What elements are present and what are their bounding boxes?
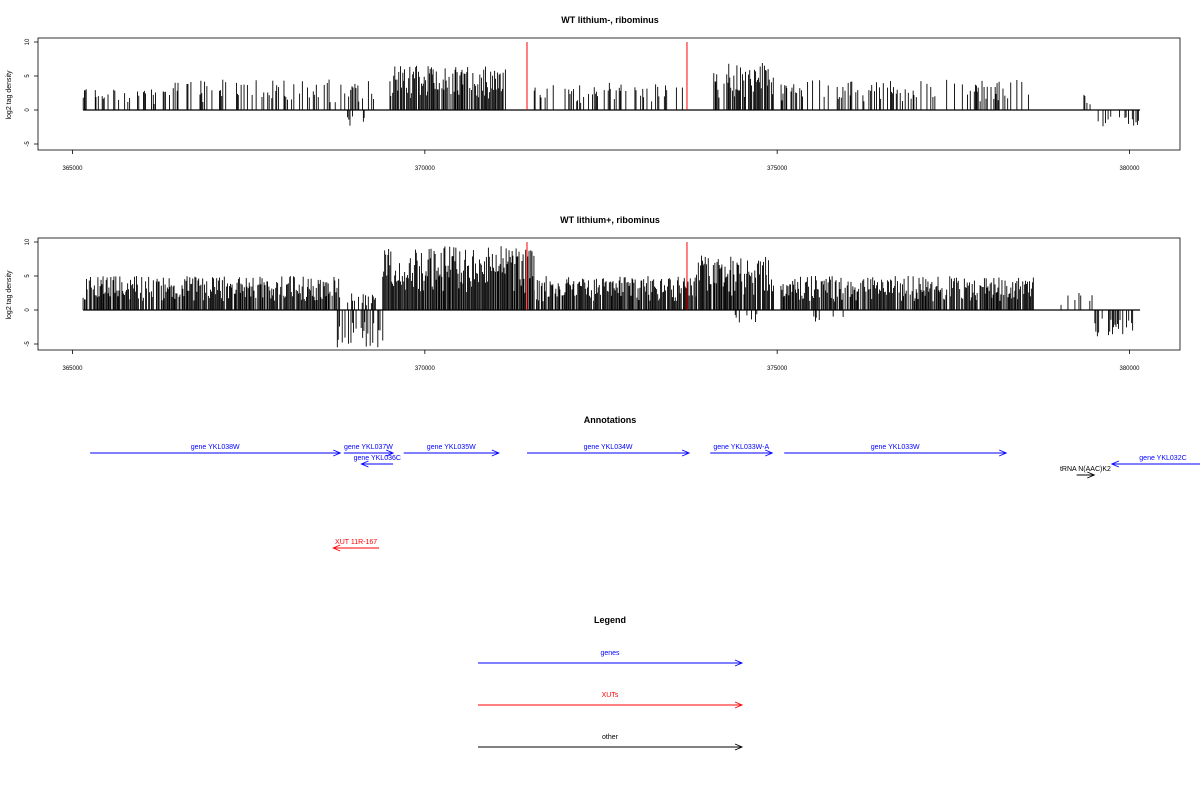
annotation-feature: gene YKL034W xyxy=(527,444,691,457)
x-tick-label: 365000 xyxy=(62,166,83,172)
annotation-feature: XUT 11R-167 xyxy=(332,539,380,552)
arrow-head-right xyxy=(385,449,395,457)
y-tick-label: 5 xyxy=(25,274,31,278)
panel-1-red-markers xyxy=(526,42,688,110)
feature-label: XUT 11R-167 xyxy=(335,539,377,546)
feature-label: gene YKL037W xyxy=(344,444,393,451)
arrow-head-right xyxy=(765,449,774,457)
panel-2-plot-frame xyxy=(37,237,1181,351)
panel-1-x-axis: 365000 370000 375000 380000 xyxy=(62,150,1140,172)
arrow-head-right xyxy=(681,449,691,457)
y-tick-label: -5 xyxy=(25,341,31,347)
arrow-head-right xyxy=(999,449,1008,457)
arrow-head-right xyxy=(1087,471,1096,479)
legend-label: XUTs xyxy=(602,692,619,699)
legend-items: genes XUTs other xyxy=(478,650,744,751)
y-tick-label: 10 xyxy=(25,38,31,45)
legend-arrow-head xyxy=(734,701,744,709)
y-tick-label: -5 xyxy=(25,141,31,147)
panel-wt-lithium-plus: WT lithium+, ribominus log2 tag density … xyxy=(6,215,1181,372)
x-tick-label: 365000 xyxy=(62,366,83,372)
arrow-head-left xyxy=(360,460,369,468)
x-tick-label: 375000 xyxy=(767,366,788,372)
legend-item: other xyxy=(478,734,744,751)
panel-2-title: WT lithium+, ribominus xyxy=(560,215,660,225)
legend-title: Legend xyxy=(594,615,626,625)
panel-2-ylabel: log2 tag density xyxy=(6,270,13,320)
panel-2-red-markers xyxy=(526,242,688,310)
feature-label: gene YKL035W xyxy=(427,444,476,451)
legend-arrow-head xyxy=(734,743,744,751)
legend-item: XUTs xyxy=(478,692,744,709)
annotation-feature: tRNA N(AAC)K2 xyxy=(1060,466,1111,479)
arrow-head-right xyxy=(491,449,500,457)
feature-label: gene YKL034W xyxy=(584,444,633,451)
x-tick-label: 380000 xyxy=(1119,166,1140,172)
annotation-feature: gene YKL033W xyxy=(784,444,1008,457)
panel-2-y-axis: -5 0 5 10 xyxy=(25,238,38,347)
x-tick-label: 380000 xyxy=(1119,366,1140,372)
feature-label: gene YKL036C xyxy=(354,455,401,462)
arrow-head-left xyxy=(332,544,341,552)
annotation-feature: gene YKL035W xyxy=(403,444,500,457)
y-tick-label: 5 xyxy=(25,74,31,78)
panel-2-signal-bars xyxy=(82,246,1141,348)
panel-1-plot-frame xyxy=(37,37,1181,151)
legend: Legend genes XUTs other xyxy=(478,615,744,751)
annotation-feature: gene YKL037W xyxy=(343,444,395,457)
arrow-head-left xyxy=(1110,460,1120,468)
annotation-feature: gene YKL036C xyxy=(354,455,401,468)
feature-label: tRNA N(AAC)K2 xyxy=(1060,466,1111,473)
x-tick-label: 370000 xyxy=(415,366,436,372)
legend-item: genes xyxy=(478,650,744,667)
legend-label: genes xyxy=(600,650,620,657)
annotation-feature: gene YKL033W-A xyxy=(710,444,774,457)
legend-arrow-head xyxy=(734,659,744,667)
annotations-title: Annotations xyxy=(584,415,637,425)
y-tick-label: 0 xyxy=(25,108,31,112)
panel-1-y-axis: -5 0 5 10 xyxy=(25,38,38,147)
annotations-track: Annotations gene YKL038W gene YKL037Wgene… xyxy=(90,415,1200,552)
feature-label: gene YKL033W-A xyxy=(713,444,769,451)
arrow-head-right xyxy=(333,449,342,457)
x-tick-label: 370000 xyxy=(415,166,436,172)
feature-label: gene YKL032C xyxy=(1139,455,1186,462)
panel-2-x-axis: 365000 370000 375000 380000 xyxy=(62,350,1140,372)
panel-1-title: WT lithium-, ribominus xyxy=(561,15,659,25)
annotation-feature: gene YKL038W xyxy=(90,444,342,457)
x-tick-label: 375000 xyxy=(767,166,788,172)
y-tick-label: 10 xyxy=(25,238,31,245)
annotation-feature: gene YKL032C xyxy=(1110,455,1200,468)
feature-label: gene YKL033W xyxy=(871,444,920,451)
panel-1-ylabel: log2 tag density xyxy=(6,70,13,120)
panel-1-signal-bars xyxy=(82,63,1141,127)
annotation-features: gene YKL038W gene YKL037W gene YKL036C gene… xyxy=(90,444,1200,552)
y-tick-label: 0 xyxy=(25,308,31,312)
legend-label: other xyxy=(602,734,619,741)
panel-wt-lithium-minus: WT lithium-, ribominus log2 tag density … xyxy=(6,15,1181,172)
feature-label: gene YKL038W xyxy=(191,444,240,451)
